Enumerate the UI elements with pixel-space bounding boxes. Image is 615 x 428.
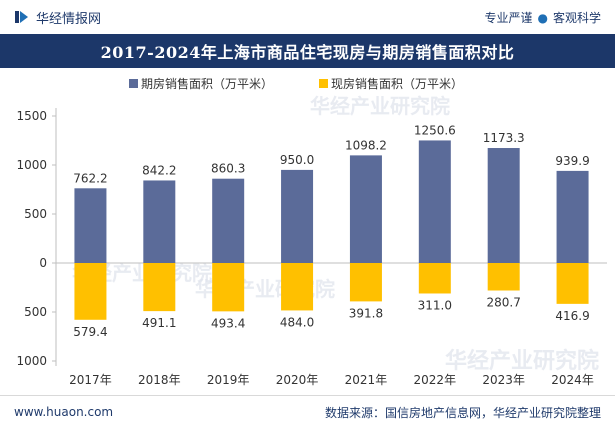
bar-series2-7 [487, 263, 520, 291]
bar-series1-5 [349, 155, 382, 263]
value-label-series2: 491.1 [142, 316, 176, 330]
x-tick-label: 2019年 [207, 373, 250, 387]
chart-title: 2017-2024年上海市商品住宅现房与期房销售面积对比 [100, 43, 515, 62]
bar-series1-8 [556, 170, 589, 263]
watermark-text: 华经产业研究院 [445, 348, 599, 374]
value-label-series2: 493.4 [211, 316, 245, 330]
bar-series1-3 [212, 178, 245, 263]
chart-area: 华经产业研究院 华经产业研究院 华经产业研究院 华经产业研究院 期房销售面积（万平米）… [0, 68, 615, 395]
value-label-series1: 842.2 [142, 163, 176, 177]
bar-series2-1 [74, 263, 107, 320]
brand-name: 华经情报网 [36, 11, 102, 27]
y-tick-label: 1000 [16, 354, 47, 368]
data-labels: 762.2 579.4 842.2 491.1 860.3 493.4 950.0 484.0… [73, 123, 589, 338]
value-label-series1: 939.9 [555, 154, 589, 168]
value-label-series2: 391.8 [349, 306, 383, 320]
bar-series2-6 [418, 263, 451, 294]
x-tick-label: 2017年 [69, 373, 112, 387]
footer: www.huaon.com 数据来源：国信房地产信息网，华经产业研究院整理 [0, 395, 615, 428]
footer-source: 数据来源：国信房地产信息网，华经产业研究院整理 [324, 405, 601, 420]
brand[interactable]: 华经情报网 [14, 8, 101, 27]
x-tick-label: 2018年 [138, 373, 181, 387]
x-tick-label: 2024年 [551, 373, 594, 387]
bar-series1-7 [487, 148, 520, 263]
legend: 期房销售面积（万平米） 现房销售面积（万平米） [129, 76, 463, 91]
dot-icon: ● [537, 10, 548, 25]
y-tick-label: 1500 [16, 109, 47, 123]
legend-label-2: 现房销售面积（万平米） [331, 76, 463, 91]
x-tick-label: 2021年 [345, 373, 388, 387]
value-label-series2: 484.0 [280, 315, 314, 329]
value-label-series2: 579.4 [73, 325, 107, 339]
legend-label-1: 期房销售面积（万平米） [141, 76, 273, 91]
title-bar: 2017-2024年上海市商品住宅现房与期房销售面积对比 [0, 34, 615, 68]
x-axis: 2017年 2018年 2019年 2020年 2021年 2022年 2023年 2024年 [69, 373, 594, 387]
top-bar: 华经情报网 专业严谨 ● 客观科学 [0, 0, 615, 34]
y-tick-label: 500 [24, 305, 47, 319]
legend-swatch-1 [129, 79, 138, 88]
y-tick-label: 1000 [16, 158, 47, 172]
tagline: 专业严谨 ● 客观科学 [484, 9, 601, 26]
x-tick-label: 2023年 [482, 373, 525, 387]
value-label-series1: 860.3 [211, 162, 245, 176]
value-label-series1: 950.0 [280, 153, 314, 167]
footer-website[interactable]: www.huaon.com [14, 405, 114, 419]
y-tick-label: 0 [39, 256, 47, 270]
bar-series1-4 [281, 169, 314, 263]
bar-series2-8 [556, 263, 589, 304]
value-label-series2: 280.7 [487, 296, 521, 310]
tagline-right: 客观科学 [552, 10, 601, 25]
watermark-text: 华经产业研究院 [310, 94, 450, 118]
bar-series1-6 [418, 140, 451, 263]
bar-series2-3 [212, 263, 245, 312]
value-label-series1: 1098.2 [345, 138, 387, 152]
brand-logo-icon [15, 11, 28, 23]
value-label-series1: 762.2 [73, 171, 107, 185]
bar-series2-2 [143, 263, 176, 312]
bar-series1-1 [74, 188, 107, 263]
value-label-series2: 416.9 [555, 309, 589, 323]
bar-series1-2 [143, 180, 176, 263]
bar-series2-5 [349, 263, 382, 302]
y-tick-label: 500 [24, 207, 47, 221]
bars [74, 140, 589, 320]
legend-swatch-2 [319, 79, 328, 88]
value-label-series1: 1250.6 [414, 123, 456, 137]
tagline-left: 专业严谨 [484, 10, 533, 25]
value-label-series2: 311.0 [418, 298, 452, 312]
bar-series2-4 [281, 263, 314, 311]
x-tick-label: 2022年 [414, 373, 457, 387]
value-label-series1: 1173.3 [483, 131, 525, 145]
x-tick-label: 2020年 [276, 373, 319, 387]
